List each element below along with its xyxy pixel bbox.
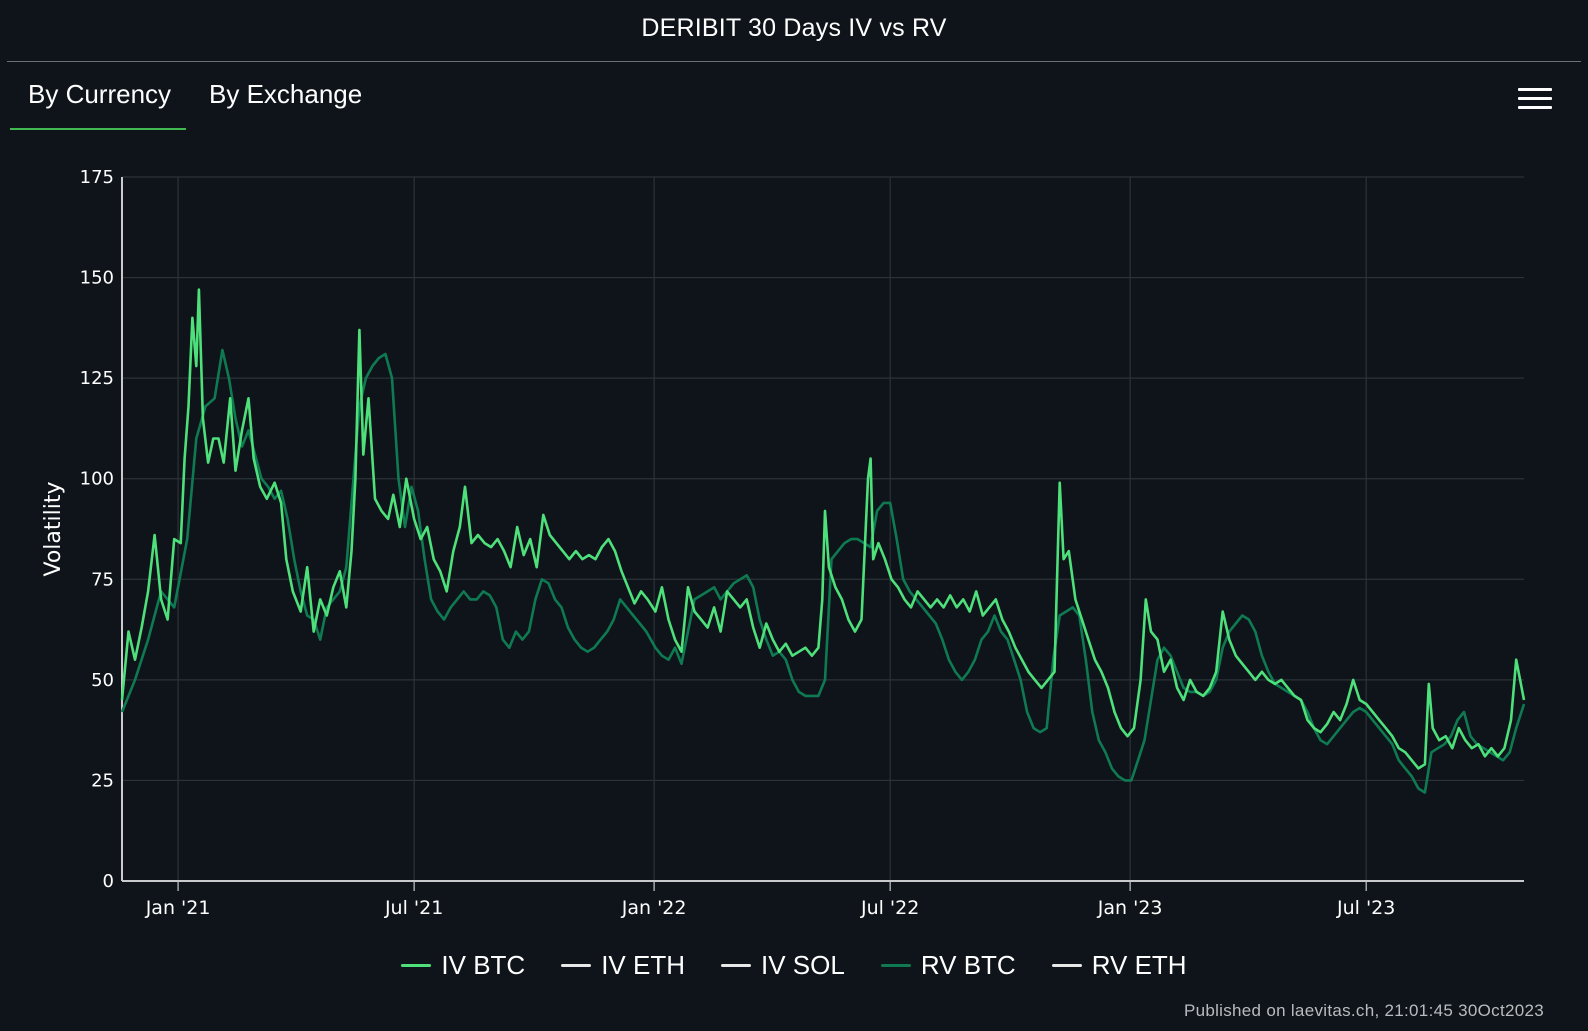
legend-item-iv-eth[interactable]: IV ETH xyxy=(561,950,685,981)
legend-swatch xyxy=(1051,964,1082,967)
y-tick-label: 75 xyxy=(91,569,114,590)
chart-legend: IV BTC IV ETH IV SOL RV BTC RV ETH xyxy=(0,950,1588,981)
x-tick-label: Jul '21 xyxy=(384,897,443,919)
active-tab-indicator xyxy=(10,128,186,130)
legend-label: IV ETH xyxy=(601,950,685,980)
legend-label: IV SOL xyxy=(761,950,845,980)
legend-swatch xyxy=(721,964,751,967)
legend-swatch xyxy=(561,964,592,967)
legend-item-rv-eth[interactable]: RV ETH xyxy=(1051,950,1187,981)
title-divider xyxy=(7,61,1581,62)
y-tick-label: 100 xyxy=(80,469,114,490)
x-tick-label: Jan '22 xyxy=(621,897,687,919)
legend-label: RV BTC xyxy=(920,950,1016,980)
legend-item-iv-sol[interactable]: IV SOL xyxy=(721,950,845,981)
legend-swatch xyxy=(401,964,432,967)
legend-swatch xyxy=(880,964,911,967)
y-axis-title: Volatility xyxy=(41,481,66,576)
y-tick-label: 150 xyxy=(80,268,114,289)
x-tick-label: Jul '23 xyxy=(1336,897,1395,919)
y-tick-label: 125 xyxy=(80,368,114,389)
volatility-line-chart: 0 25 50 75 100 125 150 175 Jan '21 Jul '21 Jan '22… xyxy=(41,167,1526,919)
legend-item-rv-btc[interactable]: RV BTC xyxy=(880,950,1016,981)
legend-item-iv-btc[interactable]: IV BTC xyxy=(401,950,525,981)
published-credit: Published on laevitas.ch, 21:01:45 30Oct… xyxy=(1183,1001,1544,1020)
chart-title: DERIBIT 30 Days IV vs RV xyxy=(641,14,947,42)
tab-by-currency[interactable]: By Currency xyxy=(28,79,172,109)
y-tick-label: 175 xyxy=(80,167,114,188)
y-tick-label: 50 xyxy=(91,670,114,691)
legend-label: RV ETH xyxy=(1091,950,1187,980)
legend-label: IV BTC xyxy=(441,950,526,980)
y-tick-label: 0 xyxy=(103,871,114,892)
x-tick-label: Jan '21 xyxy=(145,897,211,919)
hamburger-menu-icon[interactable] xyxy=(1518,88,1552,114)
x-tick-label: Jul '22 xyxy=(860,897,919,919)
y-tick-label: 25 xyxy=(91,770,114,791)
x-tick-label: Jan '23 xyxy=(1097,897,1163,919)
tab-by-exchange[interactable]: By Exchange xyxy=(209,79,363,109)
series-line-iv-btc xyxy=(120,288,1526,770)
